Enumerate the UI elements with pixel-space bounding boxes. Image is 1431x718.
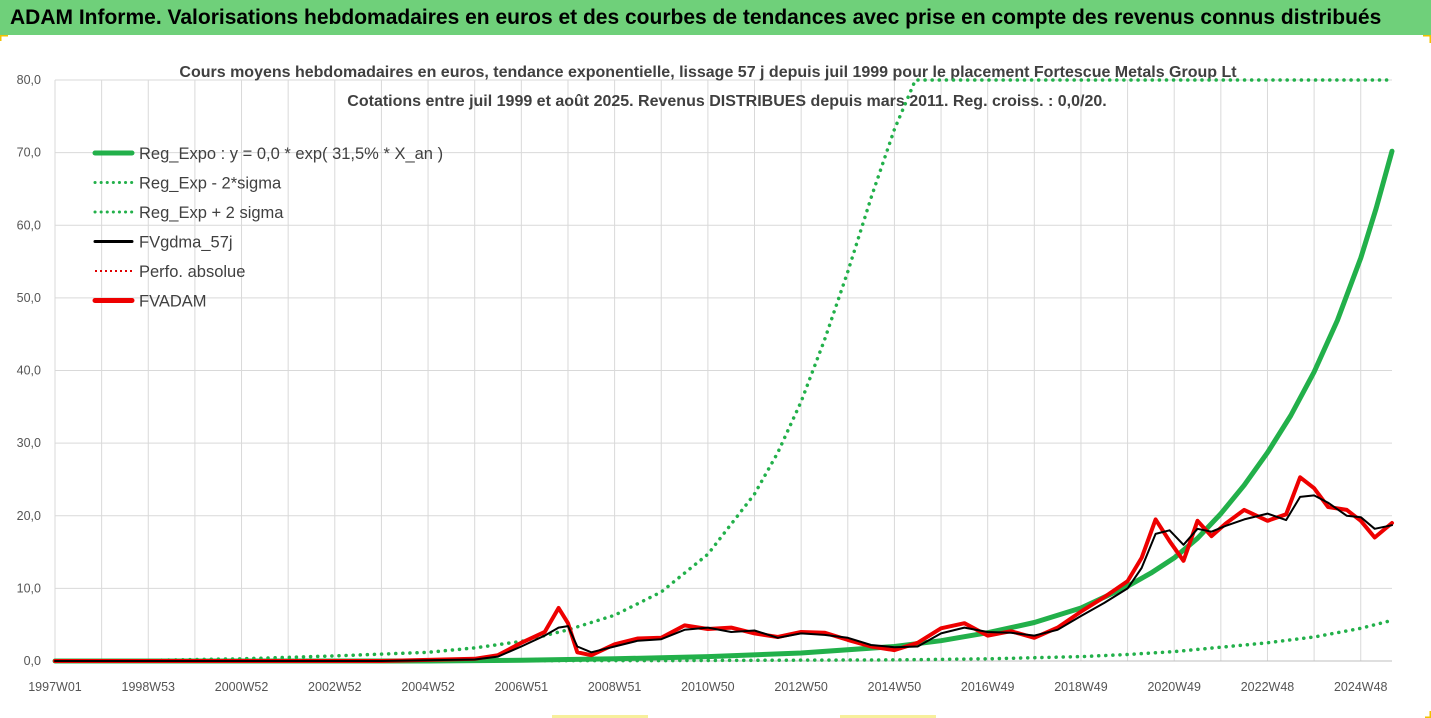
y-tick-label: 10,0 xyxy=(17,581,41,595)
y-tick-label: 50,0 xyxy=(17,291,41,305)
legend: Reg_Expo : y = 0,0 * exp( 31,5% * X_an )… xyxy=(92,145,443,311)
report-banner: ADAM Informe. Valorisations hebdomadaire… xyxy=(0,0,1431,35)
x-tick-label: 2014W50 xyxy=(868,680,922,694)
x-tick-label: 2004W52 xyxy=(401,680,455,694)
y-tick-label: 40,0 xyxy=(17,364,41,378)
corner-accent-top-left xyxy=(0,35,8,41)
chart-title-line1: Cours moyens hebdomadaires en euros, ten… xyxy=(179,64,1237,81)
y-tick-label: 20,0 xyxy=(17,509,41,523)
x-tick-label: 2000W52 xyxy=(215,680,269,694)
y-tick-label: 70,0 xyxy=(17,146,41,160)
horizontal-gridlines xyxy=(55,79,1392,662)
legend-label-sigma_plus: Reg_Exp + 2 sigma xyxy=(139,204,284,222)
corner-accent-bottom-right xyxy=(1425,711,1431,718)
chart-svg: 0,0 10,0 20,0 30,0 40,0 50,0 60,0 70,0 80,0 1997… xyxy=(0,35,1431,718)
chart-title-line2: Cotations entre juil 1999 et août 2025. … xyxy=(347,93,1106,110)
legend-label-reg_expo: Reg_Expo : y = 0,0 * exp( 31,5% * X_an ) xyxy=(139,145,443,163)
x-tick-label: 2016W49 xyxy=(961,680,1015,694)
banner-title: ADAM Informe. Valorisations hebdomadaire… xyxy=(10,6,1382,29)
legend-label-fvgdma: FVgdma_57j xyxy=(139,234,233,252)
legend-label-fvadam: FVADAM xyxy=(139,293,207,311)
corner-accent-top-right xyxy=(1423,35,1431,43)
y-tick-label: 60,0 xyxy=(17,218,41,232)
corner-accents xyxy=(0,35,1431,718)
series-line-reg-expo xyxy=(52,148,1395,664)
x-tick-label: 2022W48 xyxy=(1241,680,1295,694)
x-tick-label: 2012W50 xyxy=(774,680,828,694)
x-axis-labels: 1997W01 1998W53 2000W52 2002W52 2004W52 2006W… xyxy=(28,680,1387,694)
x-tick-label: 2018W49 xyxy=(1054,680,1108,694)
x-tick-label: 2002W52 xyxy=(308,680,362,694)
x-tick-label: 2024W48 xyxy=(1334,680,1388,694)
x-tick-label: 1997W01 xyxy=(28,680,82,694)
legend-label-perfo: Perfo. absolue xyxy=(139,263,245,281)
x-tick-label: 2008W51 xyxy=(588,680,642,694)
y-tick-label: 30,0 xyxy=(17,436,41,450)
series-layer xyxy=(52,78,1395,664)
legend-label-sigma_minus: Reg_Exp - 2*sigma xyxy=(139,175,282,193)
y-tick-label: 0,0 xyxy=(24,654,41,668)
y-axis-labels: 0,0 10,0 20,0 30,0 40,0 50,0 60,0 70,0 80,0 xyxy=(17,73,41,668)
series-line-fvadam xyxy=(53,475,1394,663)
bottom-accent-left xyxy=(552,715,648,718)
series-line-sigma-plus xyxy=(53,78,1394,663)
x-tick-label: 1998W53 xyxy=(122,680,176,694)
bottom-accent-right xyxy=(840,715,936,718)
x-tick-label: 2010W50 xyxy=(681,680,735,694)
series-line-fvgdma xyxy=(54,494,1393,662)
y-tick-label: 80,0 xyxy=(17,73,41,87)
x-tick-label: 2020W49 xyxy=(1147,680,1201,694)
chart-frame: 0,0 10,0 20,0 30,0 40,0 50,0 60,0 70,0 80,0 1997… xyxy=(0,35,1431,718)
x-tick-label: 2006W51 xyxy=(495,680,549,694)
